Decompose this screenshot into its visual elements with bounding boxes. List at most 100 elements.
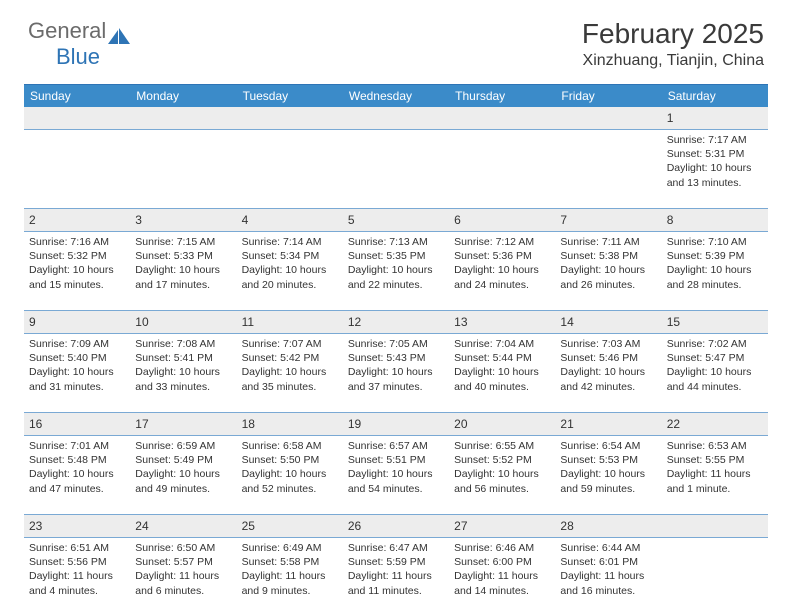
sunset-text: Sunset: 5:38 PM	[560, 249, 656, 263]
day-cell: Sunrise: 6:47 AMSunset: 5:59 PMDaylight:…	[343, 538, 449, 616]
daylight-text: Daylight: 11 hours and 1 minute.	[667, 467, 763, 495]
logo: General Blue	[28, 18, 130, 70]
month-title: February 2025	[582, 18, 764, 50]
sunrise-text: Sunrise: 6:51 AM	[29, 541, 125, 555]
date-number-row: 1	[24, 107, 768, 130]
sunset-text: Sunset: 5:32 PM	[29, 249, 125, 263]
daylight-text: Daylight: 10 hours and 37 minutes.	[348, 365, 444, 393]
date-number-cell: 24	[130, 515, 236, 537]
sunset-text: Sunset: 5:56 PM	[29, 555, 125, 569]
day-cell: Sunrise: 6:59 AMSunset: 5:49 PMDaylight:…	[130, 436, 236, 514]
date-number-cell: 8	[662, 209, 768, 231]
daylight-text: Daylight: 11 hours and 11 minutes.	[348, 569, 444, 597]
date-number-cell: 12	[343, 311, 449, 333]
detail-row: Sunrise: 6:51 AMSunset: 5:56 PM Daylight:…	[24, 538, 768, 616]
sunrise-text: Sunrise: 6:47 AM	[348, 541, 444, 555]
date-number: 3	[135, 213, 142, 227]
detail-row: Sunrise: 7:01 AMSunset: 5:48 PMDaylight:…	[24, 436, 768, 515]
date-number-cell: 6	[449, 209, 555, 231]
day-cell: Sunrise: 7:07 AMSunset: 5:42 PMDaylight:…	[237, 334, 343, 412]
sunset-text: Sunset: 5:49 PM	[135, 453, 231, 467]
date-number: 14	[560, 315, 573, 329]
location: Xinzhuang, Tianjin, China	[582, 52, 764, 70]
date-number-cell: 10	[130, 311, 236, 333]
day-cell: Sunrise: 7:16 AMSunset: 5:32 PMDaylight:…	[24, 232, 130, 310]
daylight-text: Daylight: 11 hours and 16 minutes.	[560, 569, 656, 597]
date-number-cell: 5	[343, 209, 449, 231]
date-number: 23	[29, 519, 42, 533]
empty-cell	[343, 130, 449, 208]
date-number: 19	[348, 417, 361, 431]
sunrise-text: Sunrise: 6:54 AM	[560, 439, 656, 453]
weekday-monday: Monday	[130, 85, 236, 107]
day-cell: Sunrise: 7:03 AMSunset: 5:46 PMDaylight:…	[555, 334, 661, 412]
sunrise-text: Sunrise: 7:01 AM	[29, 439, 125, 453]
empty-cell	[555, 130, 661, 208]
sunrise-text: Sunrise: 7:09 AM	[29, 337, 125, 351]
date-number-cell: 4	[237, 209, 343, 231]
weekday-thursday: Thursday	[449, 85, 555, 107]
date-number-cell: 23	[24, 515, 130, 537]
sunset-text: Sunset: 5:33 PM	[135, 249, 231, 263]
empty-cell	[237, 130, 343, 208]
day-cell: Sunrise: 6:50 AMSunset: 5:57 PMDaylight:…	[130, 538, 236, 616]
sunrise-text: Sunrise: 7:07 AM	[242, 337, 338, 351]
date-number-cell: 22	[662, 413, 768, 435]
sunrise-text: Sunrise: 6:57 AM	[348, 439, 444, 453]
date-number-cell	[237, 107, 343, 129]
sunrise-text: Sunrise: 7:14 AM	[242, 235, 338, 249]
daylight-text: Daylight: 10 hours and 49 minutes.	[135, 467, 231, 495]
day-cell: Sunrise: 7:11 AMSunset: 5:38 PMDaylight:…	[555, 232, 661, 310]
sunset-text: Sunset: 5:55 PM	[667, 453, 763, 467]
date-number: 9	[29, 315, 36, 329]
date-number: 4	[242, 213, 249, 227]
header: General Blue February 2025 Xinzhuang, Ti…	[0, 0, 792, 78]
sunrise-text: Sunrise: 6:44 AM	[560, 541, 656, 555]
day-cell: Sunrise: 6:49 AMSunset: 5:58 PMDaylight:…	[237, 538, 343, 616]
date-number-cell: 26	[343, 515, 449, 537]
date-number-cell: 15	[662, 311, 768, 333]
date-number: 28	[560, 519, 573, 533]
sunset-text: Sunset: 5:50 PM	[242, 453, 338, 467]
date-number: 10	[135, 315, 148, 329]
sunrise-text: Sunrise: 7:15 AM	[135, 235, 231, 249]
sunset-text: Sunset: 5:58 PM	[242, 555, 338, 569]
day-cell: Sunrise: 7:02 AMSunset: 5:47 PMDaylight:…	[662, 334, 768, 412]
detail-row: Sunrise: 7:16 AMSunset: 5:32 PM Daylight:…	[24, 232, 768, 311]
daylight-text: Daylight: 10 hours and 40 minutes.	[454, 365, 550, 393]
logo-text-general: General	[28, 18, 106, 43]
date-number: 8	[667, 213, 674, 227]
date-number: 11	[242, 315, 254, 329]
date-number-cell: 2	[24, 209, 130, 231]
daylight-text: Daylight: 10 hours and 47 minutes.	[29, 467, 125, 495]
date-number-cell: 20	[449, 413, 555, 435]
sunrise-text: Sunrise: 7:03 AM	[560, 337, 656, 351]
date-number: 27	[454, 519, 467, 533]
sunrise-text: Sunrise: 6:55 AM	[454, 439, 550, 453]
daylight-text: Daylight: 10 hours and 35 minutes.	[242, 365, 338, 393]
date-number: 15	[667, 315, 680, 329]
sunrise-text: Sunrise: 6:53 AM	[667, 439, 763, 453]
daylight-text: Daylight: 10 hours and 54 minutes.	[348, 467, 444, 495]
sunset-text: Sunset: 5:52 PM	[454, 453, 550, 467]
date-number: 13	[454, 315, 467, 329]
sunset-text: Sunset: 5:59 PM	[348, 555, 444, 569]
sunrise-text: Sunrise: 6:49 AM	[242, 541, 338, 555]
date-number: 7	[560, 213, 567, 227]
sunset-text: Sunset: 5:57 PM	[135, 555, 231, 569]
title-block: February 2025 Xinzhuang, Tianjin, China	[582, 18, 764, 70]
sunrise-text: Sunrise: 7:16 AM	[29, 235, 125, 249]
date-number: 1	[667, 111, 674, 125]
detail-row: Sunrise: 7:09 AMSunset: 5:40 PMDaylight:…	[24, 334, 768, 413]
daylight-text: Daylight: 11 hours and 9 minutes.	[242, 569, 338, 597]
date-number-cell: 3	[130, 209, 236, 231]
daylight-text: Daylight: 10 hours and 28 minutes.	[667, 263, 763, 291]
date-number: 25	[242, 519, 255, 533]
daylight-text: Daylight: 10 hours and 24 minutes.	[454, 263, 550, 291]
sunset-text: Sunset: 5:41 PM	[135, 351, 231, 365]
detail-row: Sunrise: 7:17 AMSunset: 5:31 PMDaylight:…	[24, 130, 768, 209]
day-cell: Sunrise: 6:58 AMSunset: 5:50 PMDaylight:…	[237, 436, 343, 514]
date-number: 26	[348, 519, 361, 533]
date-number-cell: 17	[130, 413, 236, 435]
day-cell: Sunrise: 7:17 AMSunset: 5:31 PMDaylight:…	[662, 130, 768, 208]
